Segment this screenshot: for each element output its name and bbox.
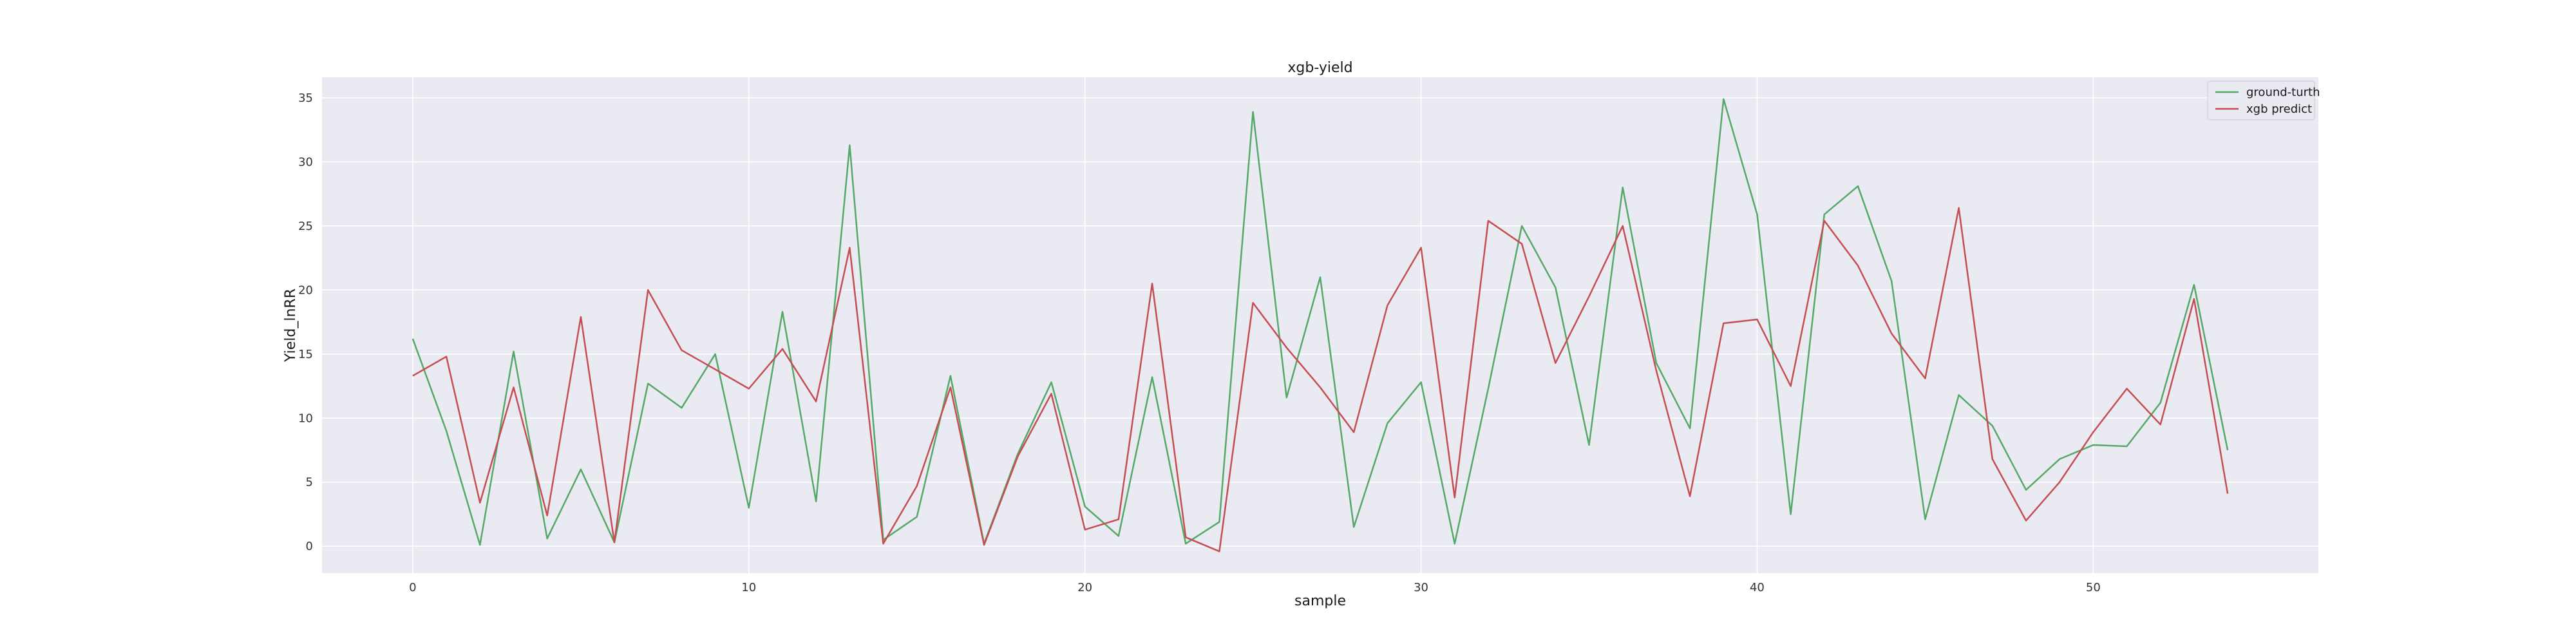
grid (322, 77, 2318, 573)
y-tick-label: 0 (306, 540, 313, 553)
y-tick-label: 15 (298, 348, 313, 361)
x-tick-label: 30 (1414, 581, 1428, 594)
x-tick-label: 50 (2086, 581, 2101, 594)
x-tick-label: 10 (741, 581, 756, 594)
legend-label-ground-turth: ground-turth (2246, 86, 2320, 99)
series-line-xgb-predict (412, 207, 2229, 553)
y-tick-label: 10 (298, 412, 313, 425)
tick-labels: 0 10 20 30 40 50 0 5 10 15 20 25 30 35 (298, 91, 2101, 594)
x-tick-label: 0 (409, 581, 416, 594)
y-axis-label: Yield_lnRR (283, 289, 299, 363)
y-tick-label: 35 (298, 91, 313, 105)
legend-box (2207, 80, 2315, 120)
x-tick-label: 20 (1077, 581, 1092, 594)
y-tick-label: 30 (298, 155, 313, 169)
y-tick-label: 20 (298, 283, 313, 297)
legend-label-xgb-predict: xgb predict (2246, 102, 2312, 116)
y-tick-label: 25 (298, 220, 313, 233)
series-line-ground-turth (412, 98, 2229, 546)
series-layer (412, 98, 2229, 553)
y-tick-label: 5 (306, 476, 313, 489)
legend: ground-turth xgb predict (2207, 80, 2320, 120)
x-tick-label: 40 (1750, 581, 1765, 594)
x-axis-label: sample (1294, 593, 1346, 609)
plot-area (322, 77, 2318, 573)
chart-title: xgb-yield (1287, 60, 1352, 76)
